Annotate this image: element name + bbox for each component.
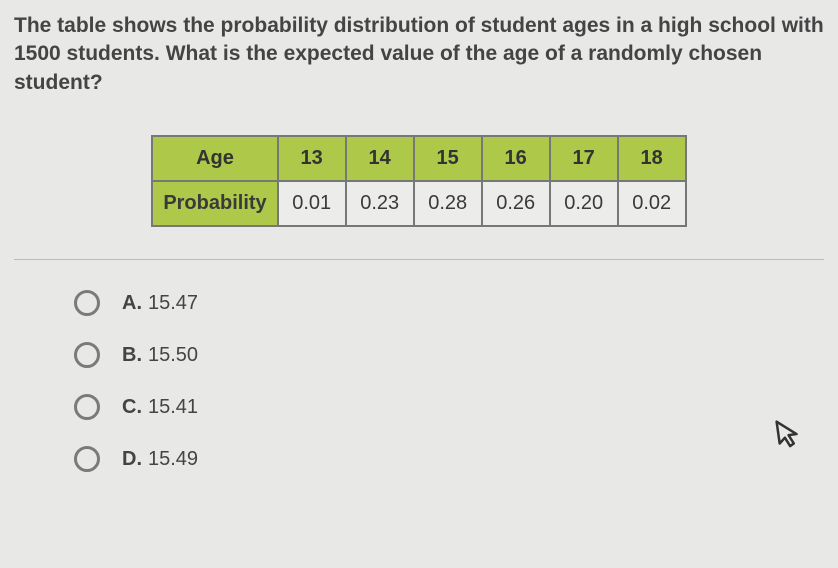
prob-cell: 0.20: [550, 181, 618, 226]
option-d[interactable]: D. 15.49: [74, 446, 824, 472]
probability-header: Probability: [152, 181, 277, 226]
option-letter: B.: [122, 344, 142, 367]
option-letter: C.: [122, 396, 142, 419]
option-value: 15.50: [148, 344, 198, 367]
table-row: Age 13 14 15 16 17 18: [152, 136, 685, 181]
age-col: 13: [278, 136, 346, 181]
question-text: The table shows the probability distribu…: [14, 12, 824, 97]
age-col: 14: [346, 136, 414, 181]
radio-icon: [74, 394, 100, 420]
option-value: 15.47: [148, 292, 198, 315]
age-col: 16: [482, 136, 550, 181]
answer-options: A. 15.47 B. 15.50 C. 15.41 D. 15.49: [14, 290, 824, 472]
option-a[interactable]: A. 15.47: [74, 290, 824, 316]
option-c[interactable]: C. 15.41: [74, 394, 824, 420]
option-value: 15.49: [148, 448, 198, 471]
cursor-icon: [773, 416, 806, 460]
option-b[interactable]: B. 15.50: [74, 342, 824, 368]
age-col: 15: [414, 136, 482, 181]
age-col: 17: [550, 136, 618, 181]
table-container: Age 13 14 15 16 17 18 Probability 0.01 0…: [14, 135, 824, 227]
age-col: 18: [618, 136, 686, 181]
prob-cell: 0.28: [414, 181, 482, 226]
probability-table: Age 13 14 15 16 17 18 Probability 0.01 0…: [151, 135, 686, 227]
age-header: Age: [152, 136, 277, 181]
prob-cell: 0.02: [618, 181, 686, 226]
table-row: Probability 0.01 0.23 0.28 0.26 0.20 0.0…: [152, 181, 685, 226]
divider: [14, 259, 824, 260]
radio-icon: [74, 446, 100, 472]
prob-cell: 0.23: [346, 181, 414, 226]
radio-icon: [74, 290, 100, 316]
radio-icon: [74, 342, 100, 368]
option-letter: D.: [122, 448, 142, 471]
option-value: 15.41: [148, 396, 198, 419]
prob-cell: 0.01: [278, 181, 346, 226]
prob-cell: 0.26: [482, 181, 550, 226]
option-letter: A.: [122, 292, 142, 315]
